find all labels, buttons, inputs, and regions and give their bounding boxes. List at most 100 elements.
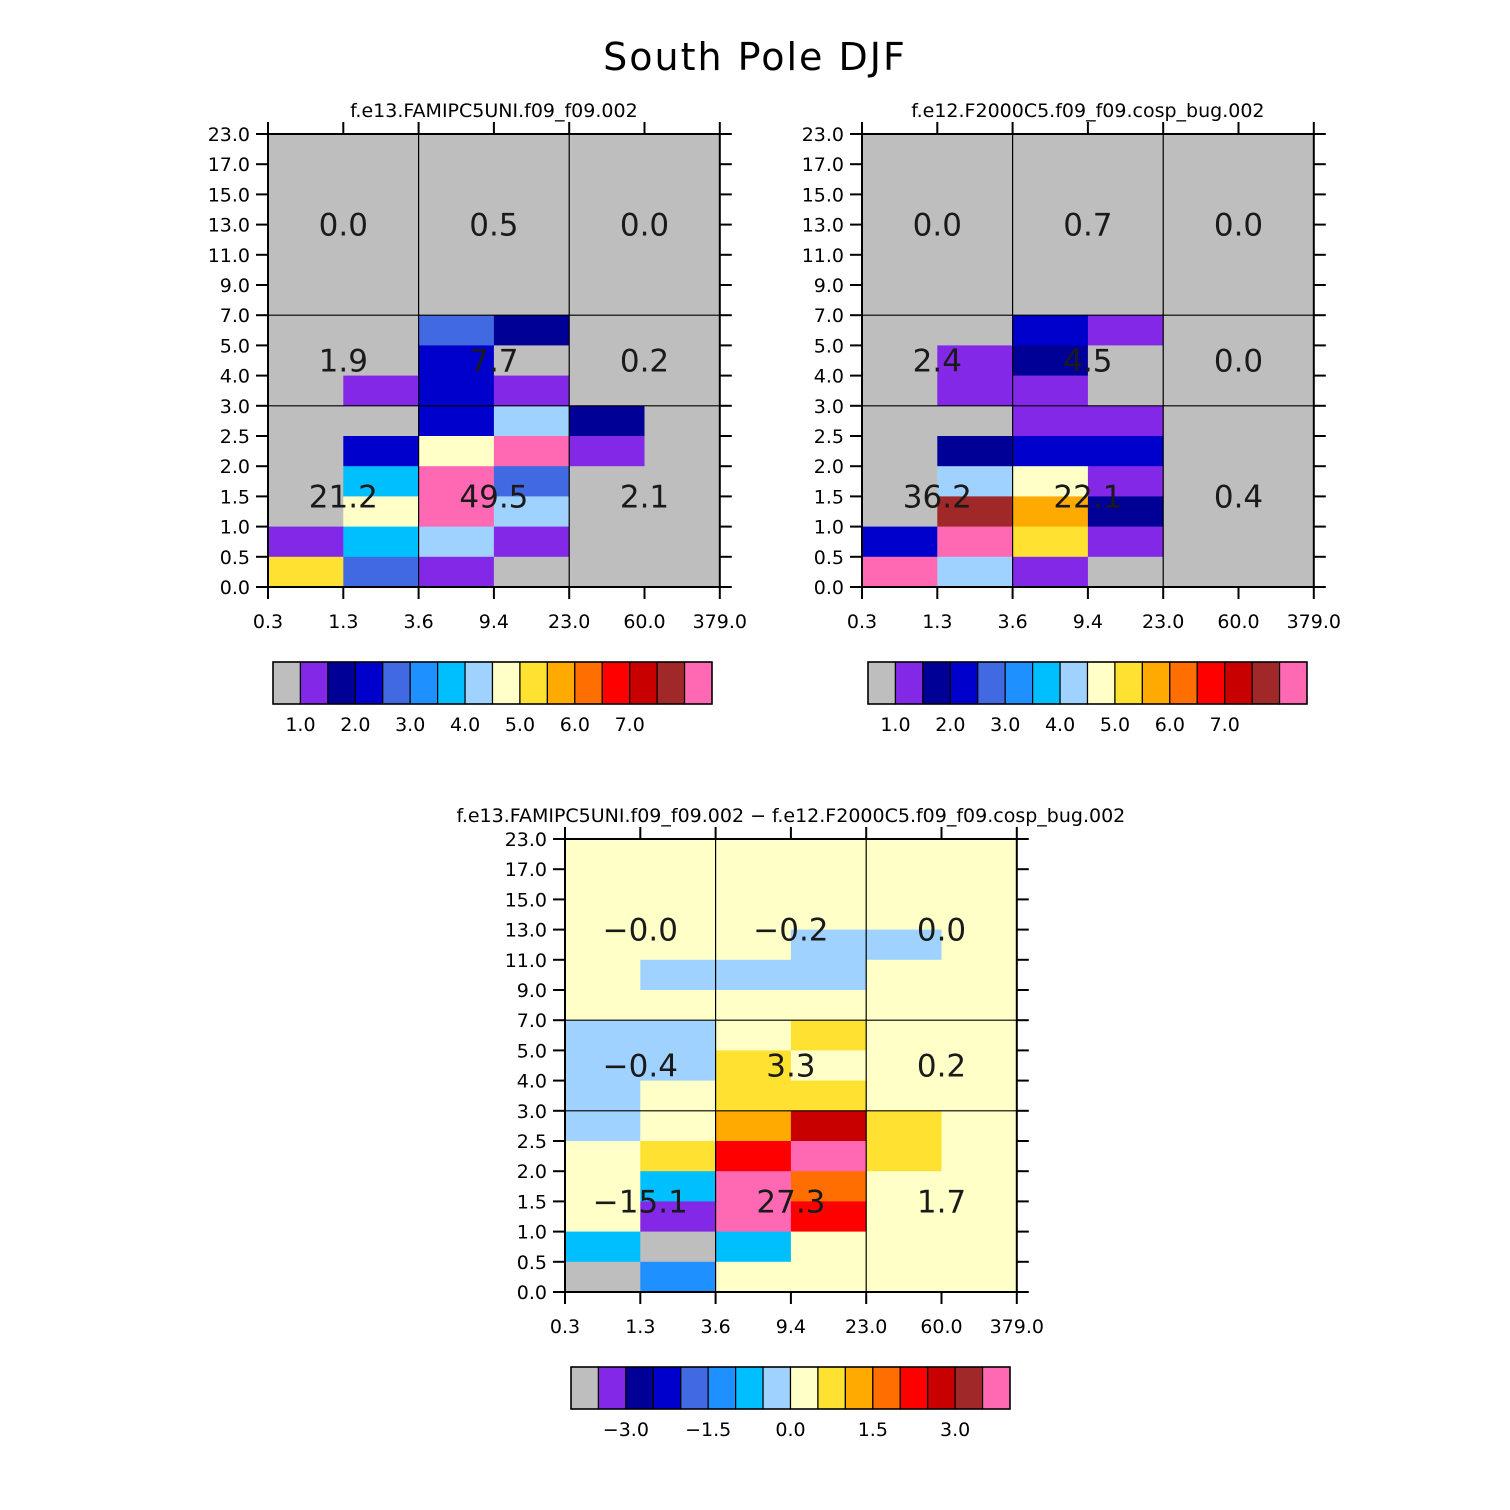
region-value: 36.2: [903, 479, 972, 515]
heatmap-cell: [866, 959, 943, 991]
region-value: 0.2: [917, 1049, 966, 1085]
region-value: 7.7: [469, 344, 518, 380]
heatmap-cell: [790, 990, 867, 1021]
heatmap-cell: [862, 496, 938, 528]
heatmap-cell: [640, 1141, 717, 1172]
heatmap-cell: [937, 436, 1014, 467]
heatmap-cell: [790, 929, 867, 961]
colorbar-label: 1.0: [285, 714, 315, 736]
heatmap-cell: [640, 1080, 717, 1112]
region-value: 0.7: [1063, 208, 1112, 244]
heatmap-cell: [941, 1141, 1018, 1172]
colorbar-swatch: [899, 1366, 929, 1410]
y-tick-label: 9.0: [814, 275, 844, 297]
colorbar-label: 6.0: [1155, 714, 1185, 736]
heatmap-cell: [862, 556, 938, 588]
colorbar-swatch: [683, 661, 713, 705]
heatmap-cell: [862, 224, 938, 256]
y-tick-label: 0.5: [517, 1252, 547, 1274]
heatmap-cell: [493, 436, 570, 467]
heatmap-cell: [715, 869, 792, 900]
heatmap-cell: [1163, 254, 1240, 286]
region-value: 2.1: [620, 479, 669, 515]
heatmap-cell: [862, 436, 938, 467]
heatmap-cell: [862, 466, 938, 497]
y-tick-label: 13.0: [208, 215, 250, 237]
heatmap-cell: [715, 1080, 792, 1112]
heatmap-cell: [715, 1171, 792, 1202]
heatmap-cell: [640, 1261, 717, 1293]
heatmap-cell: [1163, 285, 1240, 316]
colorbar-swatch: [954, 1366, 984, 1410]
heatmap-cell: [268, 285, 344, 316]
colorbar-swatch: [652, 1366, 682, 1410]
heatmap-cell: [493, 194, 570, 226]
colorbar-swatch: [1059, 661, 1089, 705]
heatmap-cell: [565, 1020, 641, 1051]
heatmap-cell: [790, 1141, 867, 1172]
heatmap-cell: [569, 134, 646, 165]
heatmap-cell: [268, 164, 344, 195]
colorbar-swatch: [656, 661, 686, 705]
heatmap-cell: [493, 405, 570, 437]
region-value: 0.0: [913, 208, 962, 244]
heatmap-cell: [1087, 375, 1164, 407]
x-tick-label: 1.3: [922, 611, 952, 633]
x-tick-label: 60.0: [1217, 611, 1259, 633]
heatmap-cell: [418, 315, 495, 346]
region-value: −0.2: [753, 913, 828, 949]
colorbar-swatch: [762, 1366, 792, 1410]
heatmap-cell: [569, 556, 646, 588]
colorbar-swatch: [272, 661, 302, 705]
heatmap-cell: [1163, 556, 1240, 588]
heatmap-cell: [941, 839, 1018, 870]
y-tick-label: 23.0: [802, 124, 844, 146]
x-tick-label: 3.6: [403, 611, 433, 633]
heatmap-cell: [1238, 194, 1315, 226]
heatmap-cell: [493, 345, 570, 377]
heatmap-cell: [644, 436, 721, 467]
heatmap-cell: [644, 496, 721, 528]
heatmap-cell: [862, 405, 938, 437]
y-tick-label: 0.0: [517, 1282, 547, 1304]
heatmap-cell: [866, 990, 943, 1021]
heatmap-cell: [941, 929, 1018, 961]
heatmap-cell: [866, 869, 943, 900]
x-tick-label: 9.4: [479, 611, 509, 633]
heatmap-cell: [1012, 375, 1089, 407]
heatmap-cell: [1163, 496, 1240, 528]
heatmap-cell: [644, 285, 721, 316]
heatmap-cell: [644, 164, 721, 195]
y-tick-label: 15.0: [505, 889, 547, 911]
colorbar-swatch: [1278, 661, 1308, 705]
heatmap-cell: [1012, 556, 1089, 588]
y-tick-label: 1.5: [517, 1191, 547, 1213]
colorbar-swatch: [1169, 661, 1198, 705]
heatmap-cell: [640, 1020, 717, 1051]
heatmap-cell: [1238, 556, 1315, 588]
heatmap-cell: [937, 254, 1014, 286]
region-value: 1.7: [917, 1184, 966, 1220]
heatmap-cell: [268, 466, 344, 497]
heatmap-cell: [1012, 224, 1089, 256]
heatmap-cell: [937, 345, 1014, 377]
heatmap-cell: [640, 990, 717, 1021]
heatmap-cell: [937, 194, 1014, 226]
heatmap-cell: [644, 405, 721, 437]
heatmap-cell: [790, 1261, 867, 1293]
y-tick-label: 4.0: [220, 366, 250, 388]
heatmap-cell: [1087, 556, 1164, 588]
heatmap-cell: [941, 1231, 1018, 1263]
region-value: 0.0: [1214, 208, 1263, 244]
colorbar-swatch: [299, 661, 329, 705]
colorbar-swatch: [922, 661, 951, 705]
heatmap-cell: [1012, 405, 1089, 437]
heatmap-cell: [343, 375, 420, 407]
heatmap-cell: [418, 345, 495, 377]
heatmap-cell: [866, 1171, 943, 1202]
heatmap-cell: [418, 375, 495, 407]
colorbar-label: 7.0: [1210, 714, 1240, 736]
heatmap-cell: [493, 466, 570, 497]
colorbar-swatch: [927, 1366, 956, 1410]
heatmap-cell: [937, 285, 1014, 316]
